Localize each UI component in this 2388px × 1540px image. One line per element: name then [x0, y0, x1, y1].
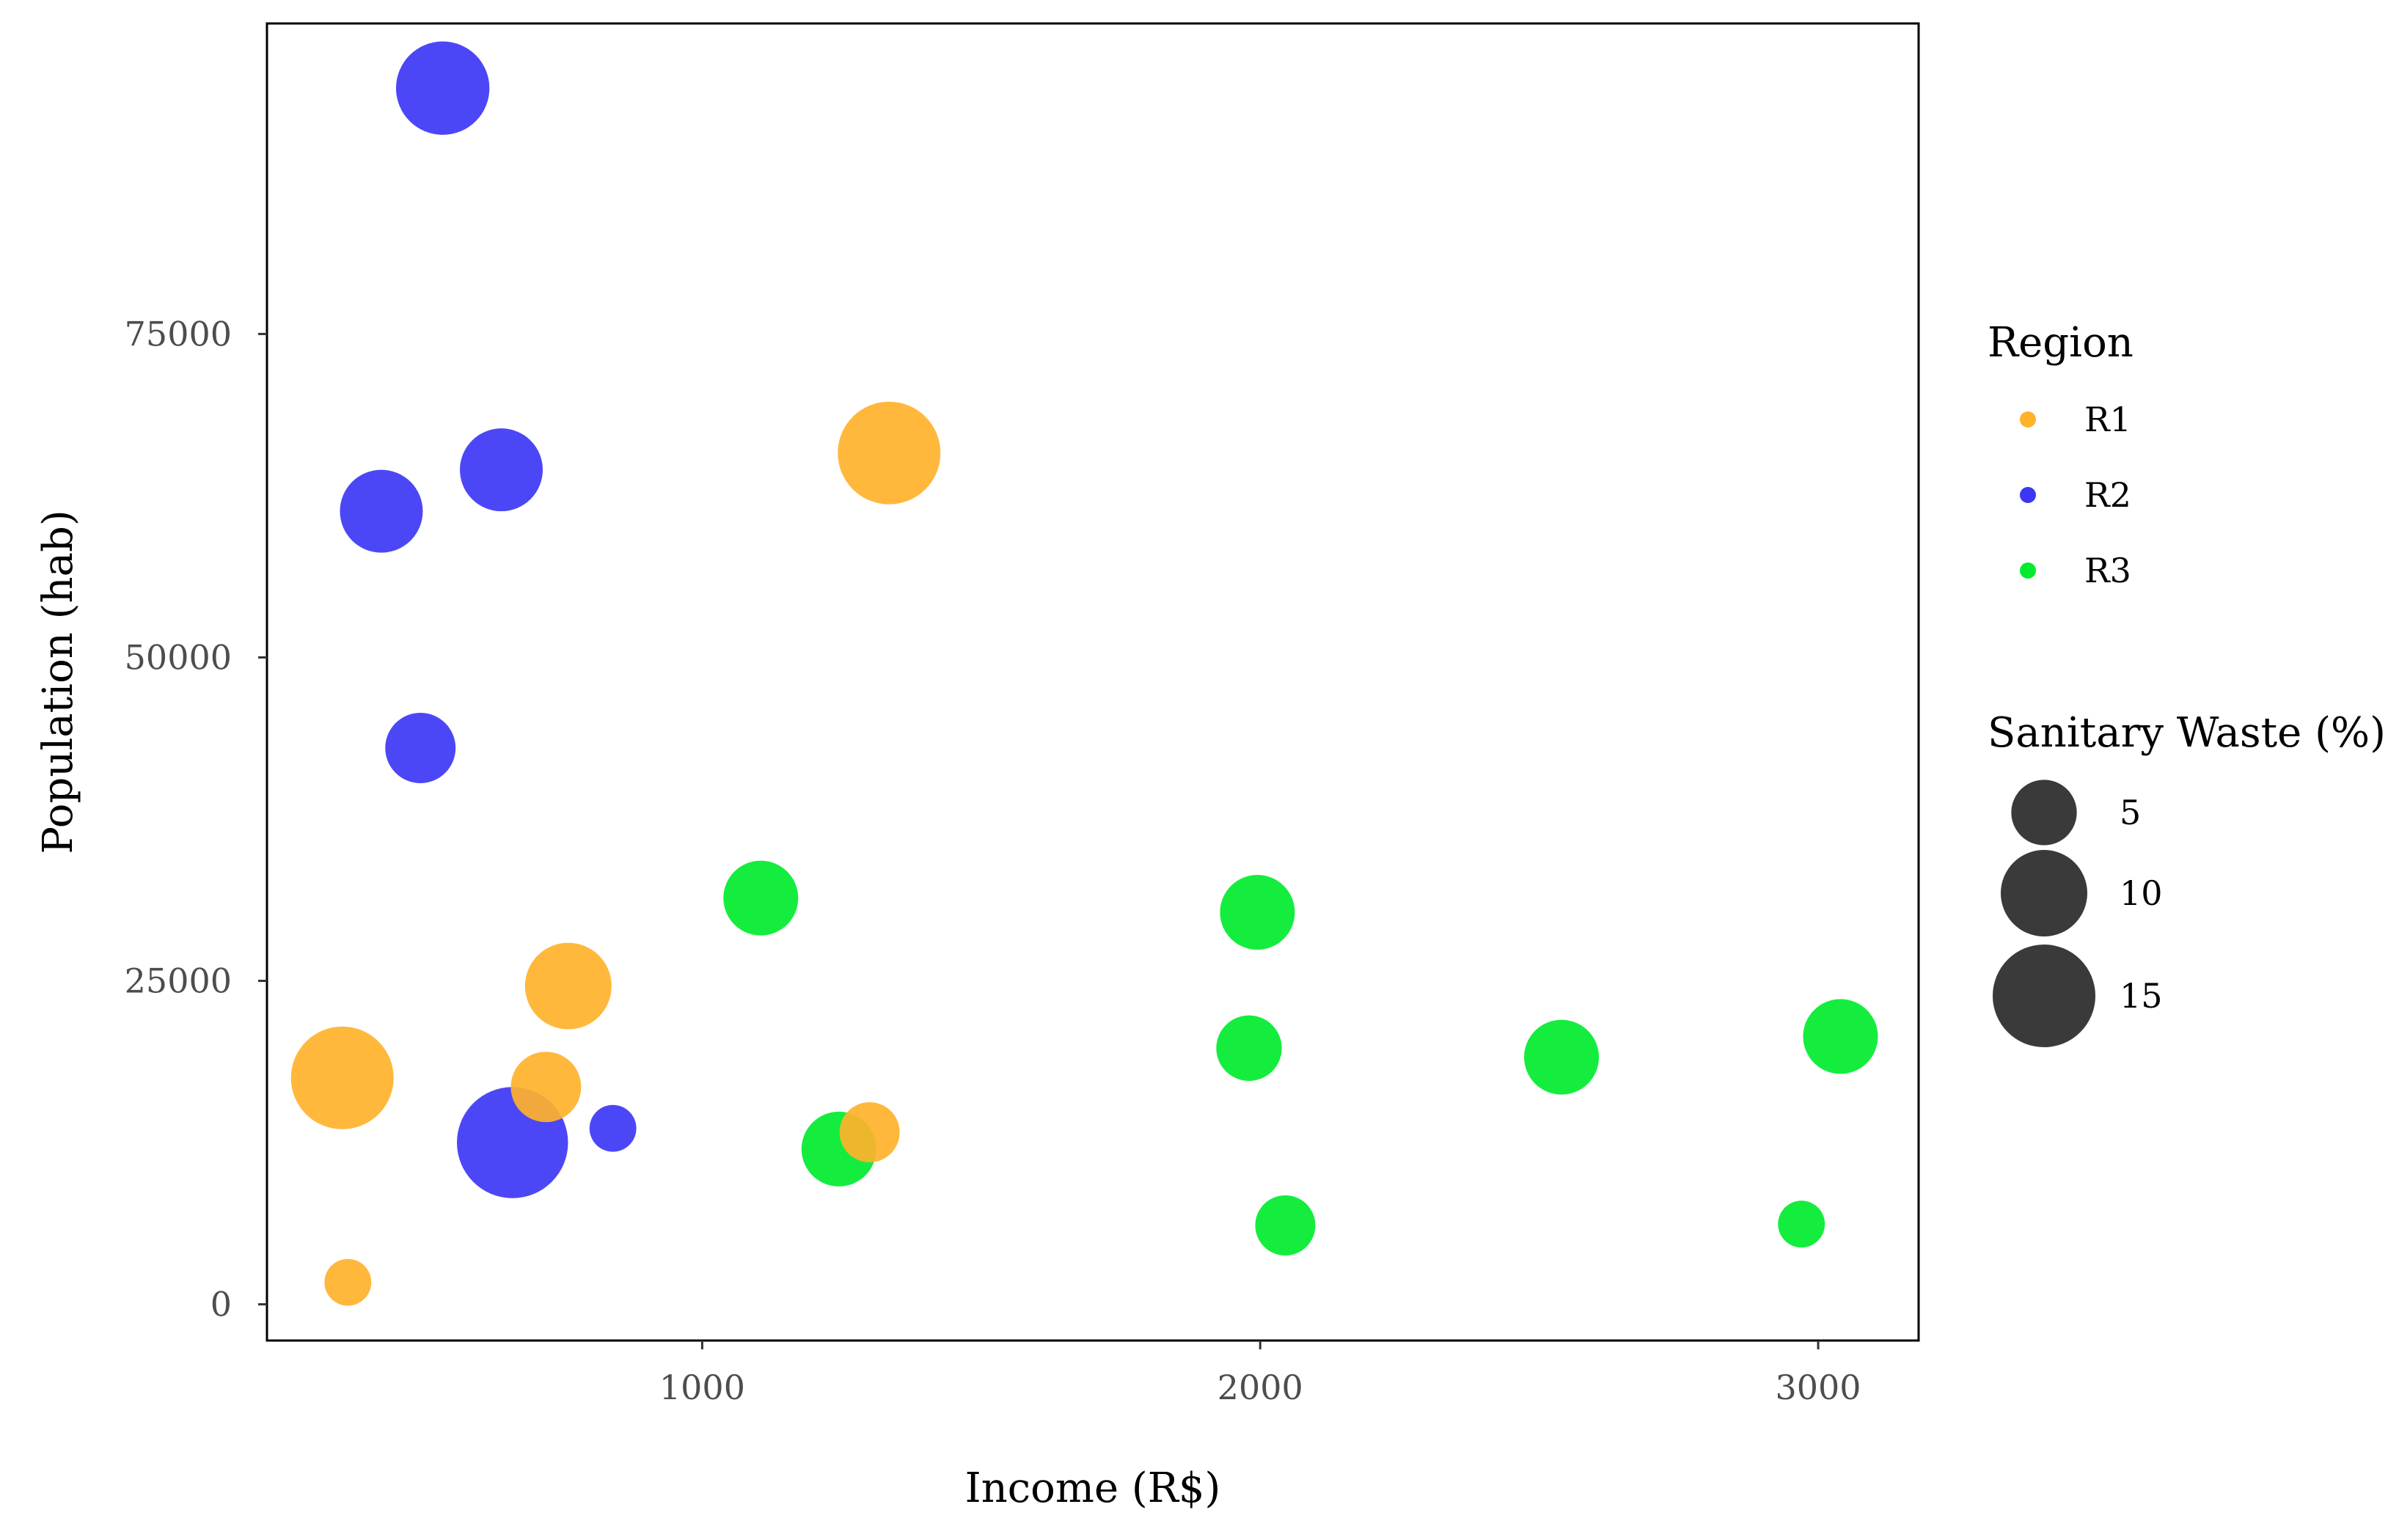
point-r1-4 [524, 942, 612, 1030]
x-axis-title: Income (R$) [965, 1464, 1221, 1512]
size-key-5 [2011, 780, 2077, 846]
point-r1-1 [290, 1026, 394, 1129]
color-legend-title: Region [1988, 319, 2134, 367]
point-r2-6 [589, 1104, 637, 1152]
legend-key-r1 [2020, 411, 2036, 428]
point-r1-5 [839, 1101, 900, 1162]
legend-label-r3: R3 [2084, 551, 2131, 590]
point-r1-3 [510, 1052, 582, 1123]
y-tick-label-75000: 75000 [125, 314, 232, 353]
point-r3-5 [1255, 1195, 1316, 1255]
point-r3-7 [1803, 999, 1878, 1074]
y-tick-label-50000: 50000 [125, 637, 232, 677]
point-r3-3 [1220, 875, 1295, 950]
size-legend-title: Sanitary Waste (%) [1988, 709, 2386, 757]
points-layer [290, 41, 1878, 1306]
point-r2-3 [460, 428, 543, 512]
y-axis-title: Population (hab) [34, 510, 82, 854]
point-r3-4 [1216, 1015, 1282, 1081]
y-tick-label-25000: 25000 [125, 961, 232, 1001]
legend-label-r2: R2 [2084, 475, 2131, 515]
axes-layer: 1000 2000 3000 0 25000 50000 75000 [125, 314, 1861, 1407]
point-r3-1 [723, 860, 799, 936]
point-r2-4 [385, 713, 456, 783]
point-r3-6 [1524, 1019, 1600, 1095]
size-label-10: 10 [2120, 873, 2163, 913]
legend: Region R1 R2 R3 Sanitary Waste (%) 5 10 15 [1988, 319, 2386, 1048]
point-r3-8 [1778, 1200, 1825, 1248]
x-tick-label-2000: 2000 [1217, 1368, 1303, 1407]
legend-key-r3 [2020, 562, 2036, 579]
size-legend-keys: 5 10 15 [1992, 780, 2163, 1048]
x-tick-label-3000: 3000 [1776, 1368, 1861, 1407]
size-key-15 [1992, 944, 2096, 1048]
color-legend-keys: R1 R2 R3 [2020, 400, 2131, 590]
point-r1-6 [838, 401, 941, 505]
point-r2-2 [340, 469, 423, 553]
legend-label-r1: R1 [2084, 400, 2131, 439]
point-r1-2 [324, 1258, 372, 1306]
size-label-15: 15 [2120, 976, 2163, 1016]
legend-key-r2 [2020, 487, 2036, 503]
y-tick-label-0: 0 [210, 1285, 232, 1324]
x-tick-label-1000: 1000 [659, 1368, 745, 1407]
point-r2-1 [395, 41, 490, 135]
size-key-10 [2000, 849, 2088, 937]
size-label-5: 5 [2120, 793, 2141, 832]
